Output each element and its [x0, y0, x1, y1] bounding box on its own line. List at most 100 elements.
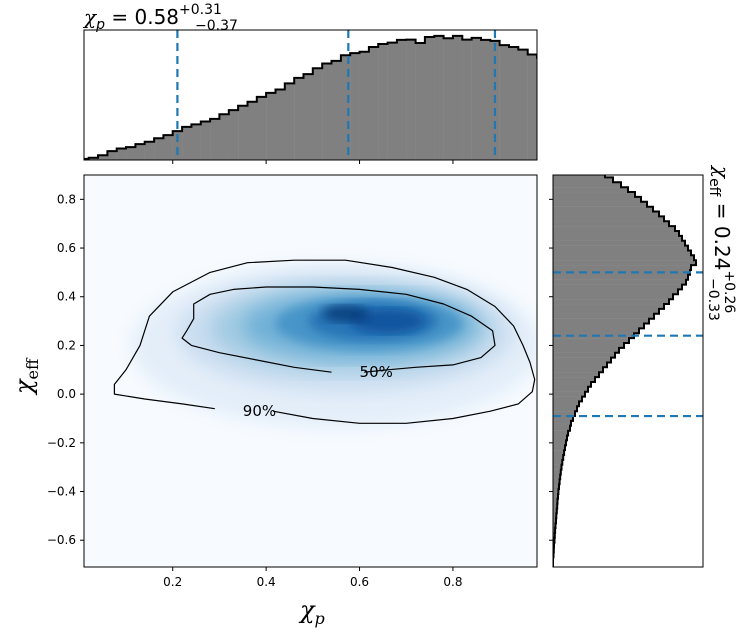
- x-axis-ticks: 0.2 0.4 0.6 0.8: [163, 567, 462, 589]
- y-tick-label: 0.6: [57, 241, 76, 255]
- histogram-bar: [553, 357, 612, 363]
- y-axis-ticks: −0.6 −0.4 −0.2 0.0 0.2 0.4 0.6 0.8: [47, 192, 84, 547]
- histogram-bar: [553, 401, 579, 407]
- histogram-bar: [553, 362, 607, 368]
- contour-label-50: 50%: [360, 363, 393, 381]
- histogram-bar: [340, 55, 351, 160]
- histogram-bar: [649, 115, 659, 160]
- histogram-bar: [508, 46, 519, 160]
- histogram-bar: [553, 503, 558, 509]
- histogram-bar: [565, 68, 575, 160]
- histogram-bar: [443, 38, 454, 160]
- histogram-bar: [499, 45, 510, 160]
- histogram-bar: [553, 153, 575, 158]
- histogram-bar: [553, 435, 567, 441]
- histogram-bar: [553, 381, 591, 388]
- histogram-bar: [553, 211, 660, 217]
- y-tick-label: −0.4: [47, 485, 76, 499]
- histogram-bar: [584, 79, 594, 160]
- histogram-bar: [553, 158, 581, 163]
- histogram-bar: [553, 513, 557, 519]
- histogram-bar: [553, 163, 589, 168]
- histogram-bar: [553, 479, 560, 485]
- chi-p-histogram: [84, 34, 678, 160]
- histogram-bar: [191, 124, 201, 160]
- histogram-bar: [553, 138, 561, 143]
- histogram-bar: [303, 74, 314, 160]
- histogram-bar: [331, 60, 342, 160]
- histogram-bar: [553, 425, 570, 431]
- histogram-outline: [84, 34, 537, 160]
- contour-90-line: [113, 259, 536, 424]
- histogram-bar: [553, 469, 561, 475]
- histogram-bar: [574, 73, 584, 160]
- histogram-bar: [424, 36, 435, 160]
- histogram-bar: [553, 182, 621, 188]
- histogram-bar: [144, 141, 155, 160]
- histogram-bar: [602, 88, 612, 160]
- histogram-bar: [406, 39, 416, 160]
- histogram-bar: [322, 63, 332, 160]
- histogram-bar: [126, 147, 136, 160]
- histogram-bar: [553, 196, 642, 202]
- main-density-panel: 50%90% 0.2 0.4 0.6 0.8 −0.6−0.4−0.20.00.20.…: [10, 174, 538, 628]
- histogram-bar: [88, 157, 99, 160]
- title-symbol: χ: [710, 164, 734, 180]
- histogram-bar: [387, 42, 398, 160]
- chi-p-quantile-lines: [176, 30, 497, 160]
- histogram-bar: [238, 105, 248, 160]
- histogram-bar: [294, 77, 304, 160]
- histogram-bar: [553, 265, 691, 271]
- histogram-bar: [452, 35, 463, 160]
- credible-contours: [113, 259, 536, 424]
- histogram-bar: [553, 260, 696, 266]
- chi-eff-quantile-lines: [553, 271, 703, 418]
- y-tick-label: −0.6: [47, 533, 76, 547]
- density-heatmap: [130, 262, 537, 429]
- chi-eff-summary-title: χeff = 0.24+0.26−0.33: [705, 164, 737, 321]
- histogram-bar: [553, 177, 613, 183]
- histogram-bar: [553, 464, 562, 470]
- histogram-bar: [553, 352, 615, 358]
- histogram-bar: [553, 484, 559, 490]
- top-marginal-panel: χp = 0.58+0.31 −0.37: [82, 2, 678, 164]
- chi-eff-histogram: [553, 124, 697, 567]
- histogram-bar: [116, 148, 127, 160]
- histogram-bar: [553, 328, 639, 334]
- top-panel-ticks: [172, 160, 454, 164]
- histogram-bar: [553, 493, 558, 500]
- histogram-bar: [658, 120, 668, 160]
- histogram-bar: [275, 89, 286, 160]
- histogram-bar: [553, 168, 597, 173]
- histogram-bar: [553, 498, 558, 504]
- histogram-bar: [668, 125, 678, 160]
- histogram-bar: [556, 64, 566, 160]
- histogram-bar: [553, 343, 624, 349]
- histogram-bar: [163, 135, 173, 160]
- right-panel-ticks: [549, 198, 553, 541]
- histogram-bar: [553, 347, 619, 353]
- histogram-bar: [553, 124, 556, 129]
- histogram-bar: [553, 440, 567, 446]
- histogram-bar: [553, 201, 648, 207]
- density-level: [322, 305, 369, 323]
- histogram-bar: [182, 126, 192, 160]
- histogram-bar: [527, 54, 537, 160]
- contour-label-90: 90%: [243, 402, 276, 420]
- y-tick-label: 0.8: [57, 192, 76, 206]
- histogram-bar: [546, 59, 556, 160]
- histogram-bar: [312, 68, 323, 160]
- histogram-bar: [210, 118, 220, 160]
- histogram-bar: [593, 84, 603, 160]
- histogram-bar: [630, 104, 640, 160]
- histogram-bar: [553, 523, 556, 529]
- histogram-bar: [107, 151, 117, 160]
- title-value: = 0.58: [105, 5, 179, 29]
- histogram-bar: [396, 39, 407, 160]
- histogram-bar: [462, 39, 472, 160]
- x-tick-label: 0.4: [257, 575, 276, 589]
- right-marginal-panel: χeff = 0.24+0.26−0.33: [549, 124, 737, 568]
- histogram-bar: [247, 101, 257, 160]
- y-tick-label: −0.2: [47, 436, 76, 450]
